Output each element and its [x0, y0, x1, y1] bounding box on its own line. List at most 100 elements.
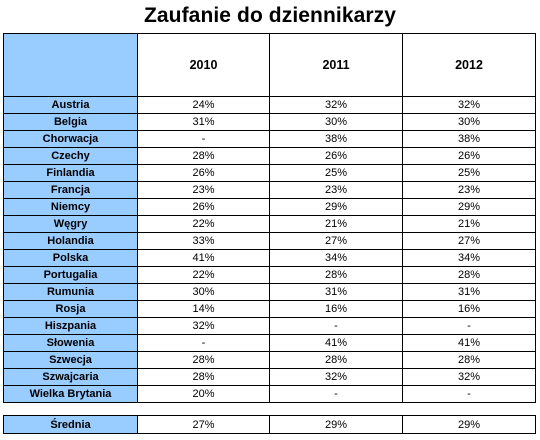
country-cell: Belgia — [3, 113, 138, 131]
table-title: Zaufanie do dziennikarzy — [143, 4, 397, 27]
value-cell: 34% — [402, 249, 536, 267]
value-cell: 32% — [402, 368, 536, 386]
value-cell: 14% — [137, 300, 270, 318]
year-header: 2010 — [137, 33, 270, 97]
value-cell: 28% — [137, 351, 270, 369]
table-row: Holandia 33% 27% 27% — [3, 232, 536, 250]
value-cell: 32% — [402, 96, 536, 114]
value-cell: 29% — [402, 198, 536, 216]
value-cell: 26% — [137, 164, 270, 182]
country-cell: Niemcy — [3, 198, 138, 216]
table-row: Szwecja 28% 28% 28% — [3, 351, 536, 369]
country-cell: Słowenia — [3, 334, 138, 352]
value-cell: 41% — [269, 334, 403, 352]
spacer-row — [3, 402, 536, 416]
table-row: Rumunia 30% 31% 31% — [3, 283, 536, 301]
table-row: Czechy 28% 26% 26% — [3, 147, 536, 165]
value-cell: 27% — [402, 232, 536, 250]
value-cell: 38% — [402, 130, 536, 148]
table-body: 2010 2011 2012 Austria 24% 32% 32% Belgia 31%… — [3, 33, 536, 434]
value-cell: - — [137, 334, 270, 352]
value-cell: 22% — [137, 266, 270, 284]
table-row: Szwajcaria 28% 32% 32% — [3, 368, 536, 386]
value-cell: 41% — [137, 249, 270, 267]
country-cell: Francja — [3, 181, 138, 199]
table-row: Słowenia -41% 41% — [3, 334, 536, 352]
value-cell: 27% — [137, 415, 270, 434]
country-cell: Finlandia — [3, 164, 138, 182]
year-header: 2011 — [269, 33, 403, 97]
value-cell: 25% — [269, 164, 403, 182]
table-row: Hiszpania 32% - - — [3, 317, 536, 335]
spacer-cell — [3, 402, 138, 416]
value-cell: 31% — [269, 283, 403, 301]
value-cell: 31% — [137, 113, 270, 131]
value-cell: 30% — [137, 283, 270, 301]
value-cell: 16% — [269, 300, 403, 318]
header-corner-cell — [3, 33, 138, 97]
value-cell: 32% — [137, 317, 270, 335]
value-cell: - — [137, 130, 270, 148]
value-cell: 29% — [269, 198, 403, 216]
table-row: Francja 23% 23% 23% — [3, 181, 536, 199]
value-cell: 27% — [269, 232, 403, 250]
average-row: Średnia 27% 29% 29% — [3, 415, 536, 434]
table-row: Wielka Brytania 20% - - — [3, 385, 536, 403]
value-cell: 21% — [269, 215, 403, 233]
value-cell: 28% — [137, 147, 270, 165]
table-row: Finlandia 26% 25% 25% — [3, 164, 536, 182]
table-row: Austria 24% 32% 32% — [3, 96, 536, 114]
value-cell: 32% — [269, 368, 403, 386]
value-cell: 33% — [137, 232, 270, 250]
spacer-cell — [402, 402, 536, 416]
value-cell: 28% — [269, 266, 403, 284]
country-cell: Rumunia — [3, 283, 138, 301]
value-cell: 29% — [402, 415, 536, 434]
value-cell: - — [269, 317, 403, 335]
country-cell: Szwecja — [3, 351, 138, 369]
header-row: 2010 2011 2012 — [3, 33, 536, 97]
value-cell: 41% — [402, 334, 536, 352]
value-cell: 30% — [269, 113, 403, 131]
table-row: Niemcy 26% 29% 29% — [3, 198, 536, 216]
table-row: Rosja 14% 16% 16% — [3, 300, 536, 318]
table-row: Chorwacja -38% 38% — [3, 130, 536, 148]
country-cell: Holandia — [3, 232, 138, 250]
country-cell: Polska — [3, 249, 138, 267]
value-cell: 28% — [402, 351, 536, 369]
value-cell: 32% — [269, 96, 403, 114]
value-cell: 24% — [137, 96, 270, 114]
country-cell: Szwajcaria — [3, 368, 138, 386]
value-cell: 20% — [137, 385, 270, 403]
country-cell: Chorwacja — [3, 130, 138, 148]
value-cell: 23% — [269, 181, 403, 199]
table-row: Portugalia 22% 28% 28% — [3, 266, 536, 284]
table-row: Węgry 22% 21% 21% — [3, 215, 536, 233]
country-cell: Rosja — [3, 300, 138, 318]
value-cell: 26% — [269, 147, 403, 165]
country-cell: Austria — [3, 96, 138, 114]
value-cell: 29% — [269, 415, 403, 434]
country-cell: Czechy — [3, 147, 138, 165]
value-cell: 25% — [402, 164, 536, 182]
spacer-cell — [269, 402, 403, 416]
value-cell: 38% — [269, 130, 403, 148]
country-cell: Średnia — [3, 415, 138, 434]
country-cell: Wielka Brytania — [3, 385, 138, 403]
value-cell: 28% — [402, 266, 536, 284]
value-cell: 26% — [402, 147, 536, 165]
value-cell: 23% — [402, 181, 536, 199]
value-cell: 16% — [402, 300, 536, 318]
table-row: Belgia 31% 30% 30% — [3, 113, 536, 131]
value-cell: 21% — [402, 215, 536, 233]
value-cell: 34% — [269, 249, 403, 267]
year-header: 2012 — [402, 33, 536, 97]
value-cell: 26% — [137, 198, 270, 216]
value-cell: - — [269, 385, 403, 403]
value-cell: 28% — [137, 368, 270, 386]
table-row: Polska 41% 34% 34% — [3, 249, 536, 267]
spacer-cell — [137, 402, 270, 416]
value-cell: 28% — [269, 351, 403, 369]
value-cell: 31% — [402, 283, 536, 301]
trust-table: 2010 2011 2012 Austria 24% 32% 32% Belgia 31%… — [3, 33, 536, 434]
